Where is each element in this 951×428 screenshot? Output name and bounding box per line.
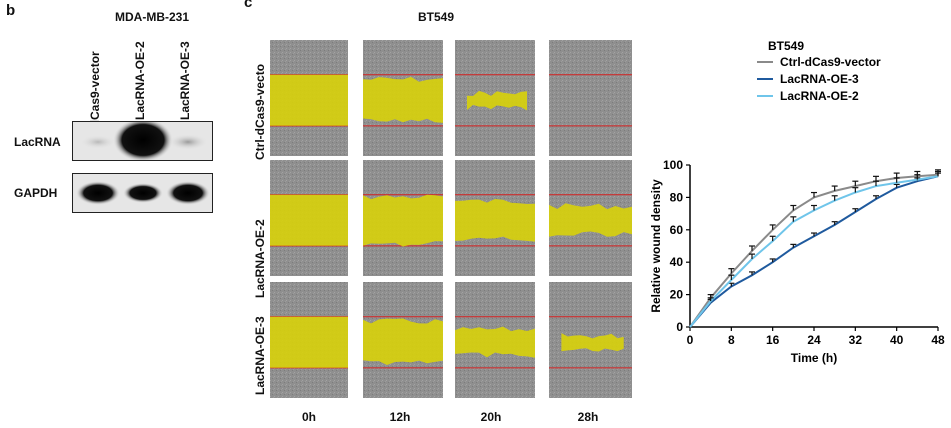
y-tick-label: 20 <box>670 288 684 302</box>
blot-lacrna-bands <box>80 122 208 160</box>
lane-label-2: LacRNA-OE-2 <box>133 41 147 120</box>
legend-label-1: Ctrl-dCas9-vector <box>780 55 881 69</box>
y-tick-label: 0 <box>676 320 683 334</box>
x-tick-label: 0 <box>687 333 694 347</box>
x-tick-label: 24 <box>807 333 821 347</box>
time-label-20h: 20h <box>480 410 502 424</box>
series-line-1 <box>689 173 939 328</box>
blot-label-gapdh: GAPDH <box>14 186 58 200</box>
wound-image-r1-c4 <box>549 40 632 156</box>
wound-image-r2-c2 <box>363 160 443 276</box>
x-tick-label: 8 <box>728 333 735 347</box>
y-tick-label: 100 <box>663 158 683 172</box>
lane-label-3: LacRNA-OE-3 <box>178 41 192 120</box>
x-tick-label: 16 <box>766 333 780 347</box>
panel-b-title: MDA-MB-231 <box>115 10 190 24</box>
time-label-0h: 0h <box>301 410 316 424</box>
x-tick-label: 40 <box>890 333 904 347</box>
wound-image-r3-c3 <box>455 282 535 398</box>
wound-image-r3-c4 <box>549 282 632 398</box>
wound-row-label-2: LacRNA-OE-2 <box>253 219 267 298</box>
wound-density-chart: BT549 0 20 40 60 80 100 0 8 16 24 32 40 48 Time (h) Rel… <box>649 39 945 365</box>
wound-image-r1-c2 <box>363 40 443 156</box>
y-tick-label: 60 <box>670 223 684 237</box>
panel-c-letter: c <box>244 0 253 11</box>
x-tick-label: 32 <box>849 333 863 347</box>
wound-row-label-3: LacRNA-OE-3 <box>253 316 267 395</box>
wound-image-grid <box>270 40 632 398</box>
wound-image-r1-c3 <box>455 40 535 156</box>
panel-c-title: BT549 <box>418 10 455 24</box>
x-tick-label: 48 <box>931 333 945 347</box>
series-line-3 <box>689 175 939 328</box>
blot-lacrna <box>72 121 213 161</box>
x-axis-label: Time (h) <box>791 351 837 365</box>
wound-image-r2-c1 <box>270 160 348 276</box>
y-tick-label: 40 <box>670 255 684 269</box>
blot-gapdh-bands <box>76 181 210 205</box>
wound-image-r1-c1 <box>270 40 348 156</box>
blot-gapdh <box>72 173 213 213</box>
y-axis-label: Relative wound density <box>649 179 663 313</box>
chart-title: BT549 <box>768 39 804 53</box>
wound-image-r3-c1 <box>270 282 348 398</box>
time-label-28h: 28h <box>577 410 599 424</box>
wound-image-r3-c2 <box>363 282 443 398</box>
series-line-2 <box>689 175 939 328</box>
blot-label-lacrna: LacRNA <box>14 135 61 149</box>
legend-label-3: LacRNA-OE-2 <box>780 89 859 103</box>
wound-image-r2-c4 <box>549 160 632 276</box>
y-tick-label: 80 <box>670 190 684 204</box>
panel-b-letter: b <box>6 2 16 19</box>
legend-label-2: LacRNA-OE-3 <box>780 72 859 86</box>
wound-image-r2-c3 <box>455 160 535 276</box>
wound-row-label-1: Ctrl-dCas9-vecto <box>253 63 267 160</box>
time-label-12h: 12h <box>389 410 411 424</box>
